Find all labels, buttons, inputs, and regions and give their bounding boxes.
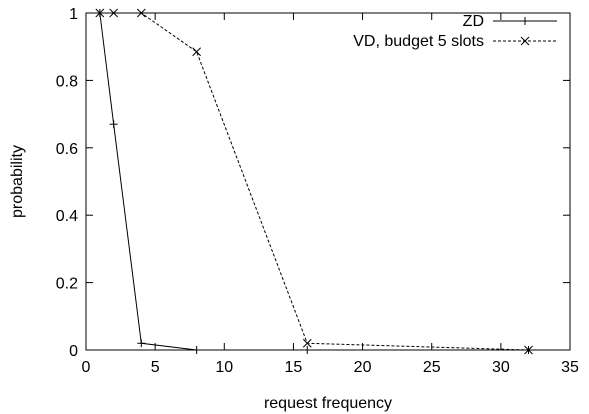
series-2-point	[524, 345, 533, 355]
series-1-point	[192, 346, 201, 354]
legend-marker-d2	[520, 36, 530, 46]
x-tick-label: 15	[285, 359, 303, 376]
series-1-point	[109, 120, 118, 129]
y-tick-label: 0.4	[56, 208, 78, 225]
series-2-point	[95, 8, 105, 18]
marker-d2	[524, 345, 533, 355]
x-tick-label: 5	[151, 359, 160, 376]
marker-d2	[109, 8, 119, 18]
series-1	[95, 9, 533, 354]
series-2	[95, 8, 533, 355]
y-tick-label: 0.6	[56, 141, 78, 158]
y-tick-label: 0.8	[56, 73, 78, 90]
marker-d2	[136, 8, 146, 18]
axis-ticks: 0 5 10 15 20 25 30 35 0 0.2 0.4 0.6 0.8 1	[56, 6, 579, 376]
y-tick-label: 1	[69, 6, 78, 23]
series-1-point	[137, 339, 146, 348]
marker-d2	[302, 338, 312, 348]
x-tick-label: 0	[82, 359, 91, 376]
legend-label: VD, budget 5 slots	[353, 33, 484, 50]
y-axis-label: probability	[9, 145, 26, 218]
x-tick-label: 10	[215, 359, 233, 376]
legend-item-2: VD, budget 5 slots	[353, 33, 557, 50]
x-tick-label: 25	[423, 359, 441, 376]
series-2-point	[192, 47, 201, 57]
x-axis-label: request frequency	[264, 395, 392, 412]
series-2-point	[302, 338, 312, 348]
series-layer	[95, 8, 533, 355]
x-tick-label: 20	[354, 359, 372, 376]
series-2-point	[136, 8, 146, 18]
series-2-line	[99, 12, 529, 351]
legend: ZD VD, budget 5 slots	[353, 13, 557, 50]
marker-d2	[192, 47, 201, 57]
series-2-point	[109, 8, 119, 18]
plot-frame	[85, 12, 571, 351]
x-tick-label: 35	[561, 359, 579, 376]
series-1-point	[303, 346, 312, 354]
legend-label: ZD	[463, 13, 484, 30]
y-tick-label: 0.2	[56, 276, 78, 293]
legend-item-1: ZD	[463, 13, 557, 30]
marker-d2	[95, 8, 105, 18]
y-tick-label: 0	[69, 343, 78, 360]
x-tick-label: 30	[492, 359, 510, 376]
plot-area	[85, 12, 571, 351]
series-1-line	[99, 12, 529, 351]
